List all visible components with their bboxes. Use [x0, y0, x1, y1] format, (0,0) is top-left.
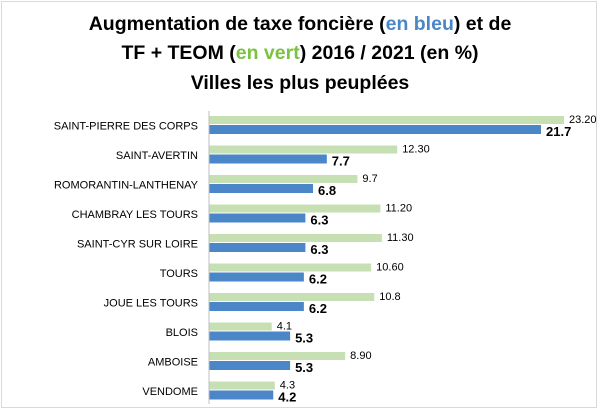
category-label-blois: BLOIS — [166, 327, 198, 339]
data-label-tf-teom-tours: 10.60 — [376, 262, 404, 274]
bar-tf-teom-tours — [209, 263, 372, 272]
bar-tf-vendome — [209, 390, 274, 400]
bar-tf-blois — [209, 331, 291, 341]
bar-tf-saint-pierre-des-corps — [209, 125, 542, 134]
data-label-tf-teom-saint-avertin: 12.30 — [402, 144, 430, 156]
data-label-tf-teom-blois: 4.1 — [277, 321, 292, 333]
data-label-tf-teom-saint-cyr-sur-loire: 11.30 — [387, 232, 414, 244]
data-label-tf-vendome: 4.2 — [278, 390, 296, 405]
bar-tf-romorantin-lanthenay — [209, 184, 314, 193]
chart-title-line-2: TF + TEOM (en vert) 2016 / 2021 (en %) — [121, 42, 479, 64]
data-label-tf-teom-vendome: 4.3 — [280, 380, 295, 392]
category-label-romorantin-lanthenay: ROMORANTIN-LANTHENAY — [54, 180, 199, 192]
chart-title-line-3: Villes les plus peuplées — [190, 72, 410, 94]
category-label-saint-cyr-sur-loire: SAINT-CYR SUR LOIRE — [77, 239, 198, 251]
bar-tf-teom-saint-pierre-des-corps — [209, 116, 564, 124]
data-label-tf-teom-joue-les-tours: 10.8 — [379, 291, 400, 303]
data-label-tf-blois: 5.3 — [295, 331, 313, 346]
bar-tf-teom-romorantin-lanthenay — [209, 175, 358, 183]
category-label-joue-les-tours: JOUE LES TOURS — [104, 298, 198, 310]
bar-tf-amboise — [209, 361, 291, 370]
chart-title-line-1: Augmentation de taxe foncière (en bleu) … — [88, 13, 512, 35]
category-label-saint-pierre-des-corps: SAINT-PIERRE DES CORPS — [54, 121, 198, 133]
data-label-tf-amboise: 5.3 — [295, 360, 313, 375]
data-label-tf-romorantin-lanthenay: 6.8 — [318, 183, 336, 198]
data-label-tf-teom-chambray-les-tours: 11.20 — [385, 203, 412, 215]
data-label-tf-saint-avertin: 7.7 — [332, 154, 350, 169]
bar-tf-chambray-les-tours — [209, 213, 306, 223]
category-label-chambray-les-tours: CHAMBRAY LES TOURS — [72, 209, 198, 221]
bar-tf-tours — [209, 272, 304, 282]
bar-tf-joue-les-tours — [209, 302, 304, 311]
bar-tf-teom-chambray-les-tours — [209, 204, 381, 213]
data-label-tf-chambray-les-tours: 6.3 — [310, 213, 328, 228]
data-label-tf-joue-les-tours: 6.2 — [309, 301, 327, 316]
title-highlight-green: en vert — [235, 42, 300, 64]
data-label-tf-teom-romorantin-lanthenay: 9.7 — [362, 173, 377, 185]
bar-tf-teom-saint-avertin — [209, 145, 398, 154]
data-label-tf-teom-saint-pierre-des-corps: 23.20 — [569, 114, 597, 126]
bar-tf-teom-saint-cyr-sur-loire — [209, 234, 382, 242]
bar-tf-teom-joue-les-tours — [209, 293, 375, 301]
data-label-tf-saint-cyr-sur-loire: 6.3 — [310, 242, 328, 257]
category-label-vendome: VENDOME — [142, 386, 198, 398]
bar-tf-teom-amboise — [209, 352, 346, 360]
title-highlight-blue: en bleu — [385, 13, 454, 35]
bar-tf-saint-avertin — [209, 154, 327, 164]
data-label-tf-saint-pierre-des-corps: 21.7 — [546, 124, 571, 139]
category-label-saint-avertin: SAINT-AVERTIN — [116, 150, 198, 162]
category-label-amboise: AMBOISE — [148, 357, 198, 369]
bar-tf-teom-vendome — [209, 381, 275, 390]
bar-tf-teom-blois — [209, 322, 272, 331]
category-label-tours: TOURS — [160, 268, 198, 280]
data-label-tf-teom-amboise: 8.90 — [350, 350, 371, 362]
bar-tf-saint-cyr-sur-loire — [209, 243, 306, 252]
data-label-tf-tours: 6.2 — [309, 272, 327, 287]
